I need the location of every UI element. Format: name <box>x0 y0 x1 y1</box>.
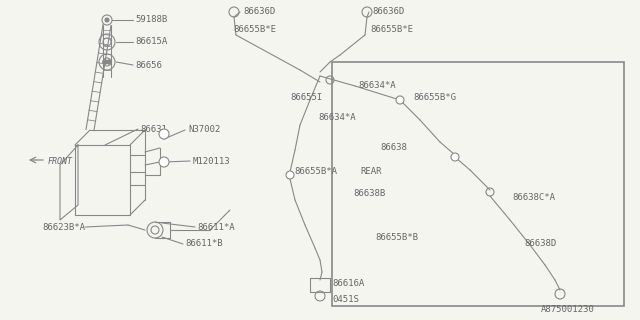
Text: 86636D: 86636D <box>372 7 404 17</box>
Text: 86615A: 86615A <box>135 37 167 46</box>
Circle shape <box>286 171 294 179</box>
Text: 86638B: 86638B <box>353 189 385 198</box>
Text: 86656: 86656 <box>135 60 162 69</box>
Text: 59188B: 59188B <box>135 15 167 25</box>
Text: 86611*B: 86611*B <box>185 239 223 249</box>
Text: 86611*A: 86611*A <box>197 222 235 231</box>
Text: 86634*A: 86634*A <box>358 81 396 90</box>
Text: 86655B*A: 86655B*A <box>294 167 337 177</box>
Circle shape <box>105 18 109 22</box>
Text: 86655B*G: 86655B*G <box>413 93 456 102</box>
Text: 86631: 86631 <box>140 124 167 133</box>
Circle shape <box>451 153 459 161</box>
Text: 86636D: 86636D <box>243 7 275 17</box>
Circle shape <box>107 60 111 64</box>
Text: 86638: 86638 <box>380 142 407 151</box>
Text: REAR: REAR <box>360 167 381 177</box>
Text: N37002: N37002 <box>188 124 220 133</box>
Bar <box>332 62 624 306</box>
Circle shape <box>396 96 404 104</box>
Text: 86634*A: 86634*A <box>318 114 356 123</box>
Text: 86655B*E: 86655B*E <box>233 25 276 34</box>
Text: 86623B*A: 86623B*A <box>42 222 85 231</box>
Text: A875001230: A875001230 <box>541 305 595 314</box>
Text: M120113: M120113 <box>193 156 230 165</box>
Circle shape <box>159 129 169 139</box>
Text: 86655B*B: 86655B*B <box>375 234 418 243</box>
Text: 86638C*A: 86638C*A <box>512 193 555 202</box>
Text: 86638D: 86638D <box>524 238 556 247</box>
Text: 0451S: 0451S <box>332 294 359 303</box>
Circle shape <box>159 157 169 167</box>
Circle shape <box>103 60 107 64</box>
Text: FRONT: FRONT <box>48 157 73 166</box>
Text: 86655I: 86655I <box>290 93 323 102</box>
Text: 86655B*E: 86655B*E <box>370 25 413 34</box>
Text: 86616A: 86616A <box>332 278 364 287</box>
